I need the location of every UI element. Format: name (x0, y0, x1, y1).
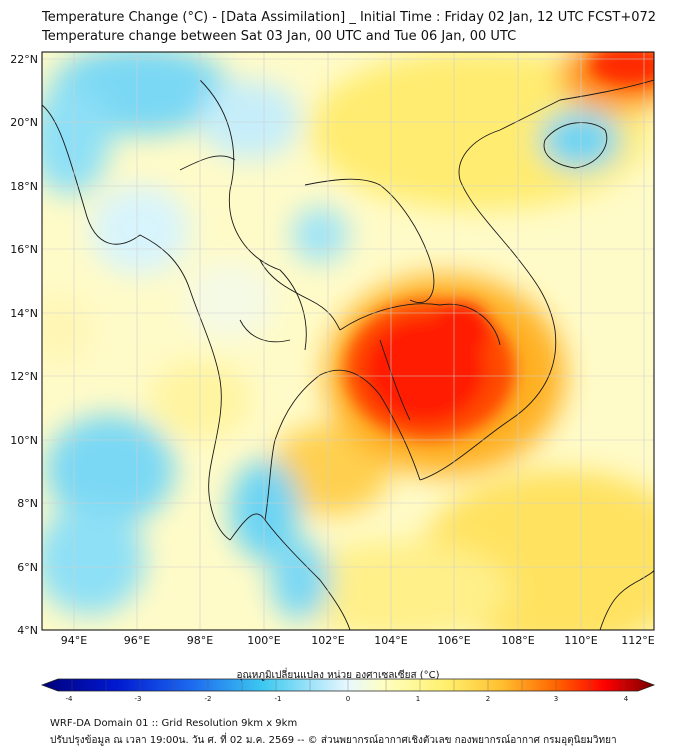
lon-label: 94°E (61, 634, 87, 647)
lat-label: 6°N (17, 561, 38, 574)
colorbar-label: อุณหภูมิเปลี่ยนแปลง หน่วย องศาเซลเซียส (… (236, 670, 440, 681)
colorbar-divisions (71, 679, 625, 691)
lat-label: 10°N (10, 434, 38, 447)
colorbar-tick: -2 (205, 695, 212, 703)
lat-label: 20°N (10, 116, 38, 129)
map-frame (41, 51, 655, 631)
colorbar-tick: 1 (416, 695, 420, 703)
footer-credit: ปรับปรุงข้อมูล ณ เวลา 19:00น. วัน ศ. ที่… (50, 735, 617, 746)
coastlines-and-borders (42, 79, 654, 630)
temperature-field (42, 52, 654, 630)
lon-label: 100°E (247, 634, 280, 647)
map-title-line2: Temperature change between Sat 03 Jan, 0… (42, 29, 517, 44)
lon-label: 112°E (621, 634, 654, 647)
colorbar-tick: 3 (554, 695, 558, 703)
footer-model-info: WRF-DA Domain 01 :: Grid Resolution 9km … (50, 718, 298, 729)
lon-label: 98°E (187, 634, 213, 647)
lat-label: 18°N (10, 180, 38, 193)
lon-label: 108°E (501, 634, 534, 647)
map-title-line1: Temperature Change (°C) - [Data Assimila… (42, 10, 657, 25)
colorbar-tick: 0 (346, 695, 350, 703)
lat-label: 22°N (10, 53, 38, 66)
lat-label: 8°N (17, 497, 38, 510)
colorbar-tick: -3 (135, 695, 142, 703)
lon-label: 104°E (374, 634, 407, 647)
colorbar-tick: 2 (486, 695, 490, 703)
lat-label: 12°N (10, 370, 38, 383)
lon-label: 110°E (564, 634, 597, 647)
lat-label: 16°N (10, 243, 38, 256)
colorbar-tick: -4 (66, 695, 74, 703)
colorbar-tick: 4 (624, 695, 629, 703)
lon-label: 102°E (311, 634, 344, 647)
lon-label: 96°E (124, 634, 150, 647)
lat-label: 4°N (17, 624, 38, 637)
colorbar-tick: -1 (275, 695, 282, 703)
lat-label: 14°N (10, 307, 38, 320)
graticule (42, 52, 654, 630)
lon-label: 106°E (437, 634, 470, 647)
